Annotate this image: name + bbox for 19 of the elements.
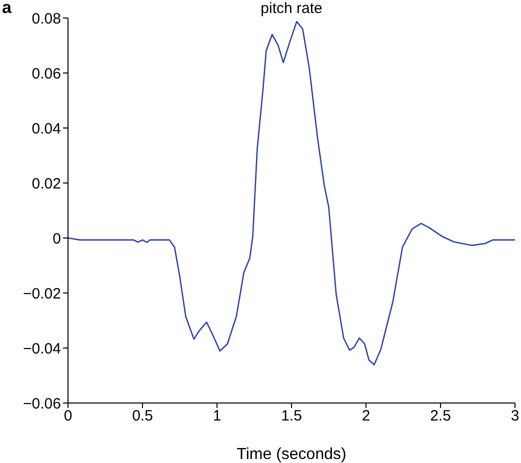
y-tick-label: 0 bbox=[52, 230, 61, 248]
x-tick-label: 3 bbox=[510, 408, 520, 425]
chart-title: pitch rate bbox=[260, 0, 324, 17]
y-tick-label: 0.04 bbox=[32, 120, 61, 138]
y-tick-label: −0.04 bbox=[23, 340, 61, 358]
x-tick-label: 2 bbox=[362, 408, 370, 425]
x-tick-label: 0 bbox=[64, 408, 72, 425]
line-series bbox=[68, 20, 515, 366]
y-tick-label: −0.02 bbox=[23, 285, 61, 302]
y-tick-label: 0.08 bbox=[32, 10, 61, 28]
x-tick-label: 2.5 bbox=[430, 408, 451, 425]
y-tick-label: −0.06 bbox=[23, 395, 61, 412]
y-tick-label: 0.02 bbox=[32, 175, 61, 192]
x-tick-label: 1.5 bbox=[281, 408, 302, 425]
x-axis-title: Time (seconds) bbox=[236, 446, 346, 463]
x-tick-label: 1 bbox=[212, 408, 222, 425]
x-tick-label: 0.5 bbox=[132, 408, 153, 425]
y-tick-label: 0.06 bbox=[32, 65, 61, 82]
text: a bbox=[2, 0, 12, 18]
